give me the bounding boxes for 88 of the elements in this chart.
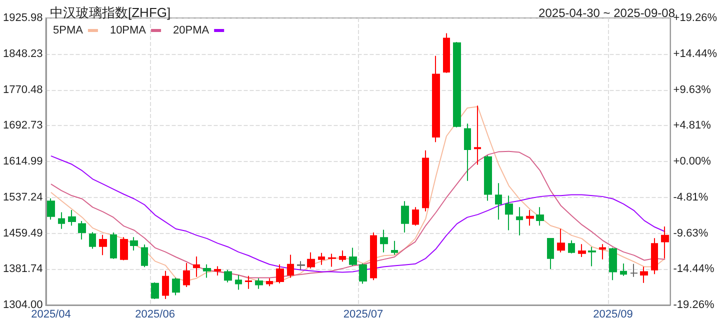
y2-tick-label: +4.81% <box>673 120 712 132</box>
candlestick <box>339 250 346 262</box>
candlestick <box>443 32 450 74</box>
x-tick-label: 2025/09 <box>593 308 633 320</box>
candlestick <box>183 262 190 288</box>
candlestick <box>99 234 107 256</box>
y-tick-label: 1692.73 <box>2 120 43 132</box>
candlestick <box>255 278 263 290</box>
y2-tick-label: -4.81% <box>673 191 708 204</box>
candlestick <box>609 247 617 281</box>
candlestick <box>359 262 367 284</box>
candlestick <box>266 278 273 287</box>
candlestick <box>505 195 513 231</box>
x-tick-label: 2025/04 <box>31 308 71 320</box>
y2-tick-label: +9.63% <box>673 84 712 96</box>
candlestick <box>141 244 148 268</box>
candlestick <box>640 266 648 284</box>
y-tick-label: 1848.23 <box>2 48 43 60</box>
candlestick <box>620 262 627 276</box>
candlestick <box>110 232 117 260</box>
candlestick <box>214 266 221 276</box>
y-tick-label: 1770.48 <box>2 84 43 96</box>
chart-title: 中汉玻璃指数[ZHFG] <box>50 5 171 20</box>
y-tick-label: 1459.49 <box>2 227 43 240</box>
candlestick <box>58 212 65 230</box>
x-tick-label: 2025/06 <box>135 308 175 320</box>
candlestick <box>474 105 481 166</box>
candlestick <box>193 256 200 278</box>
candlestick <box>557 228 565 253</box>
candlestick <box>526 209 534 226</box>
candlestick <box>464 123 471 182</box>
y2-tick-label: -9.63% <box>673 227 708 240</box>
y-tick-label: 1614.99 <box>2 156 43 168</box>
candlestick <box>130 236 138 252</box>
candlestick <box>370 232 377 281</box>
candlestick <box>162 270 169 300</box>
y-tick-label: 1925.98 <box>2 12 43 24</box>
candlestick <box>276 264 284 284</box>
candlestick <box>536 206 544 226</box>
candlestick <box>328 253 336 268</box>
candlestick <box>547 238 554 270</box>
x-tick-label: 2025/07 <box>343 308 384 320</box>
candlestick <box>349 247 357 266</box>
y2-tick-label: +19.26% <box>673 12 718 24</box>
candlestick <box>89 232 96 250</box>
candlestick <box>307 252 315 270</box>
candlestick <box>599 244 606 260</box>
y-tick-label: 1537.24 <box>2 191 43 204</box>
y2-tick-label: -19.26% <box>673 299 714 311</box>
candlestick <box>516 206 523 236</box>
candlestick <box>412 206 419 226</box>
candlestick <box>120 236 128 261</box>
y2-tick-label: +0.00% <box>673 156 712 168</box>
candlestick <box>203 264 211 278</box>
candlestick <box>78 220 86 240</box>
y-tick-label: 1381.74 <box>2 263 43 276</box>
candlestick <box>453 41 461 128</box>
candlestick <box>151 282 159 300</box>
candlestick <box>422 150 429 212</box>
candlestick <box>432 55 440 143</box>
candlestick <box>661 226 669 259</box>
candlestick <box>287 254 294 278</box>
legend-label: 20PMA <box>173 24 210 36</box>
legend-label: 10PMA <box>110 24 147 36</box>
legend-label: 5PMA <box>52 24 84 36</box>
candlestick <box>380 229 388 253</box>
candlestick <box>172 277 180 296</box>
y2-tick-label: -14.44% <box>673 263 714 276</box>
candlestick <box>651 238 658 275</box>
candlestick <box>495 182 502 220</box>
candlestick <box>297 260 305 270</box>
y-tick-label: 1304.00 <box>2 299 43 311</box>
candlestick <box>401 200 409 234</box>
line-series <box>50 106 666 283</box>
candlestick <box>588 246 596 267</box>
candlestick <box>47 198 55 220</box>
candlestick <box>245 275 252 290</box>
chart-subtitle: 2025-04-30 ~ 2025-09-08 <box>538 6 676 20</box>
candlestick <box>235 274 242 290</box>
candlestick <box>578 244 586 258</box>
candlestick <box>224 269 232 283</box>
candlestick <box>568 240 575 254</box>
candlestick <box>391 240 398 256</box>
y2-tick-label: +14.44% <box>673 48 718 60</box>
candlestick <box>318 252 325 266</box>
candlestick <box>484 154 492 202</box>
candlestick <box>68 209 76 226</box>
candlestick <box>630 263 638 278</box>
